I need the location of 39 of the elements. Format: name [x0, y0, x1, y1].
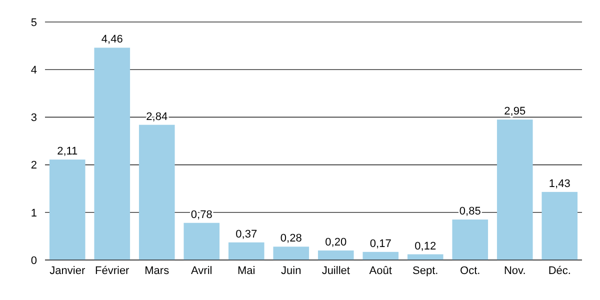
data-label: 1,43	[548, 178, 570, 190]
x-tick-label: Août	[369, 265, 392, 277]
x-tick-label: Nov.	[504, 265, 526, 277]
data-label: 2,11	[57, 146, 78, 158]
x-tick-label: Avril	[191, 265, 212, 277]
x-tick-label: Janvier	[50, 265, 86, 277]
data-label: 0,17	[370, 238, 392, 250]
y-tick-label: 1	[30, 207, 37, 220]
bar	[362, 252, 399, 260]
y-tick-label: 2	[30, 160, 37, 172]
bar	[49, 160, 86, 260]
y-tick-label: 4	[30, 64, 37, 76]
data-label: 0,28	[280, 232, 302, 245]
x-tick-label: Juin	[281, 265, 302, 277]
data-label: 2,95	[504, 106, 526, 118]
bar	[452, 220, 488, 260]
data-label: 4,46	[101, 34, 123, 46]
x-tick-label: Déc.	[548, 265, 571, 277]
x-tick-label: Oct.	[460, 265, 480, 277]
y-tick-label: 0	[30, 254, 37, 267]
x-tick-label: Sept.	[412, 265, 438, 277]
data-label: 0,20	[325, 236, 347, 248]
bar	[496, 120, 533, 260]
data-label: 0,78	[190, 208, 212, 221]
data-label: 0,37	[236, 228, 258, 240]
x-tick-label: Février	[95, 265, 130, 277]
bar	[318, 250, 354, 260]
data-label: 0,12	[414, 240, 436, 252]
bar	[94, 48, 130, 260]
y-tick-label: 3	[30, 112, 37, 124]
x-tick-label: Mai	[238, 265, 256, 277]
bar	[184, 222, 220, 260]
bar	[228, 242, 264, 260]
y-tick-label: 5	[30, 16, 37, 29]
x-tick-label: Juillet	[322, 265, 350, 277]
bar	[542, 192, 578, 260]
x-tick-label: Mars	[144, 265, 170, 277]
bar	[138, 124, 175, 260]
bar	[273, 246, 310, 260]
